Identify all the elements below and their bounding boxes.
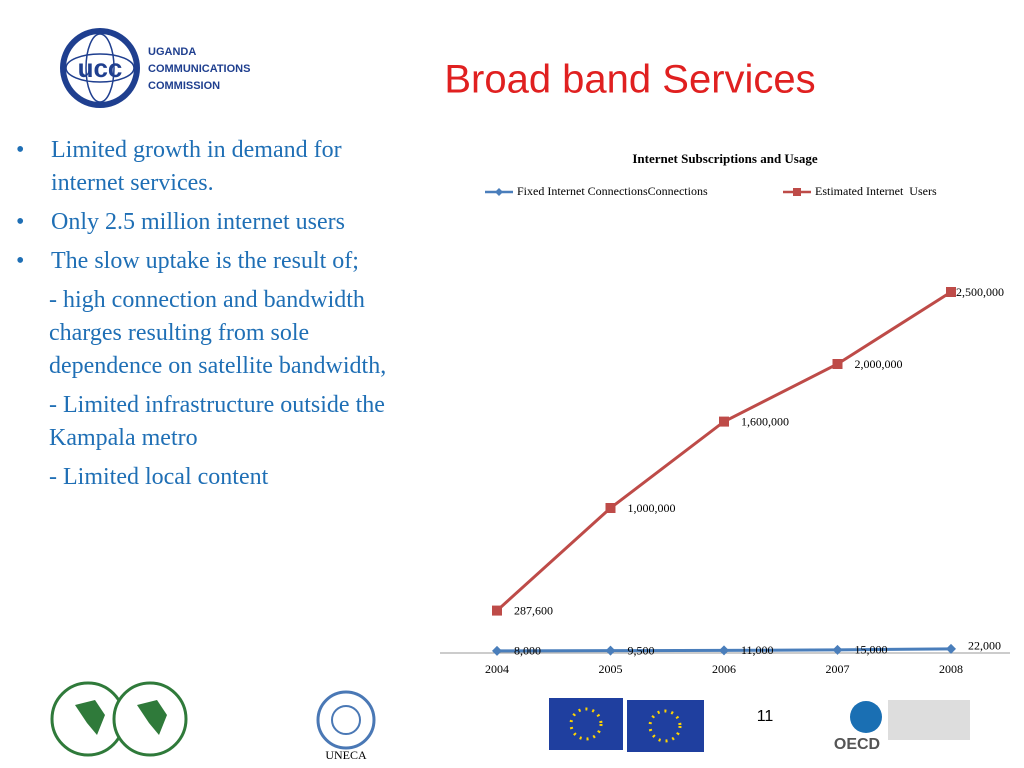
logo-globe xyxy=(85,33,115,103)
point-marker xyxy=(605,645,616,656)
bullet-text: Limited growth in demand for internet se… xyxy=(51,137,342,196)
data-label: 2,500,000 xyxy=(956,285,1004,299)
x-tick-label: 2005 xyxy=(599,662,623,676)
africa-shape xyxy=(137,700,167,735)
point-marker xyxy=(492,645,502,656)
x-tick-label: 2008 xyxy=(939,662,963,676)
chart-title: Internet Subscriptions and Usage xyxy=(632,151,818,166)
series-line xyxy=(495,290,952,612)
legend-marker xyxy=(793,188,801,196)
point-marker xyxy=(832,359,843,369)
bullet: • Only 2.5 million internet users xyxy=(14,206,414,239)
data-label: 8,000 xyxy=(514,644,541,658)
eu-flag xyxy=(549,698,623,750)
point-marker xyxy=(605,503,616,513)
logo-mark: ucc xyxy=(78,53,123,83)
data-label: 22,000 xyxy=(968,639,1001,653)
legend-marker xyxy=(495,188,503,196)
logo-text: COMMUNICATIONS xyxy=(148,63,250,75)
eu-flag xyxy=(627,700,704,752)
x-tick-label: 2004 xyxy=(485,662,509,676)
bullet-text: The slow uptake is the result of; xyxy=(51,248,359,274)
data-label: 1,000,000 xyxy=(628,501,676,515)
point-marker xyxy=(946,287,956,297)
eu-stars xyxy=(569,707,603,741)
point-marker xyxy=(719,645,729,656)
page-number: 11 xyxy=(757,708,774,725)
point-marker xyxy=(946,643,956,654)
logo-text: UGANDA xyxy=(148,46,196,58)
footer-label: UNECA xyxy=(325,748,367,762)
data-label: 1,600,000 xyxy=(741,414,789,428)
x-tick-label: 2006 xyxy=(712,662,736,676)
point-marker xyxy=(719,416,729,427)
data-label: 15,000 xyxy=(855,643,888,657)
oecd-logo xyxy=(850,701,882,733)
data-label: 2,000,000 xyxy=(855,357,903,371)
sub-point: - Limited infrastructure outside the Kam… xyxy=(49,392,385,451)
logo-text: COMMISSION xyxy=(148,80,220,92)
data-label: 287,600 xyxy=(514,603,553,617)
data-label: 11,000 xyxy=(741,643,774,657)
sub-point: - high connection and bandwidth charges … xyxy=(49,287,387,379)
dev-centre-logo xyxy=(888,700,970,740)
point-marker xyxy=(492,605,502,616)
logo-globe xyxy=(65,53,135,83)
bullet: • Limited growth in demand for internet s… xyxy=(14,134,414,200)
bullet-text: Only 2.5 million internet users xyxy=(51,209,345,235)
point-marker xyxy=(832,644,843,655)
eu-stars xyxy=(648,709,682,743)
bullet: • The slow uptake is the result of; xyxy=(14,245,414,278)
un-logo xyxy=(331,705,361,735)
logo-inner xyxy=(66,34,134,102)
legend-label: Estimated Internet Users xyxy=(815,184,937,198)
legend-label: Fixed Internet ConnectionsConnections xyxy=(517,184,708,198)
oecd-text: OECD xyxy=(834,736,880,753)
data-label: 9,500 xyxy=(628,643,655,657)
slide-title: Broad band Services xyxy=(444,58,815,102)
sub-point: - Limited local content xyxy=(49,464,269,490)
bullet-list: • Limited growth in demand for internet s… xyxy=(14,134,414,500)
africa-shape xyxy=(75,700,105,735)
x-tick-label: 2007 xyxy=(826,662,850,676)
un-logo xyxy=(316,690,376,750)
